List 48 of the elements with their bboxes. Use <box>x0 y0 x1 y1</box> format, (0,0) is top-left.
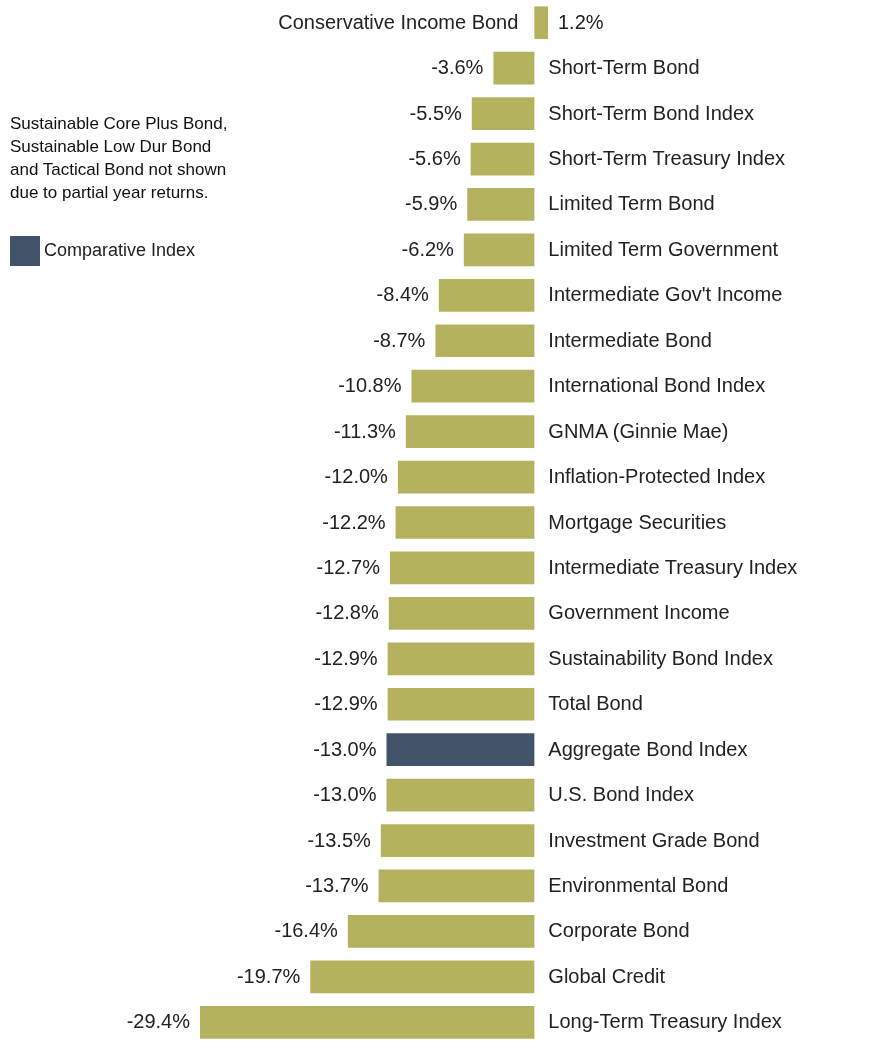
data-label: -11.3% <box>333 419 397 442</box>
y-tick-label: GNMA (Ginnie Mae) <box>548 419 729 442</box>
data-label: -29.4% <box>126 1010 191 1033</box>
legend-label: Comparative Index <box>44 240 196 260</box>
y-tick-label: Environmental Bond <box>548 873 729 896</box>
y-tick-label: Total Bond <box>548 692 643 715</box>
data-label: -13.7% <box>305 873 369 896</box>
y-tick-label: Mortgage Securities <box>548 510 727 533</box>
y-tick-label: International Bond Index <box>548 374 766 397</box>
y-tick-label: Intermediate Gov't Income <box>548 283 783 306</box>
data-label: -12.9% <box>314 646 378 669</box>
y-tick-label: Short-Term Treasury Index <box>548 147 786 170</box>
y-tick-label: Limited Term Bond <box>548 192 715 215</box>
data-label: -12.0% <box>324 465 389 488</box>
data-label: -8.7% <box>373 328 426 351</box>
y-tick-label: Short-Term Bond <box>548 56 700 79</box>
y-tick-label: Intermediate Bond <box>548 328 712 351</box>
data-label: -8.4% <box>376 283 430 306</box>
data-label: -3.6% <box>431 56 484 79</box>
data-label: -12.2% <box>322 510 386 533</box>
data-label: -12.9% <box>314 692 378 715</box>
annotation: Sustainable Core Plus Bond, Sustainable Low Dur Bond and Tactical Bond not shown due to partial year returns. <box>10 114 228 202</box>
data-label: -12.8% <box>315 601 379 624</box>
y-tick-label: Inflation-Protected Index <box>548 465 766 488</box>
y-tick-label: Corporate Bond <box>548 919 690 942</box>
y-tick-label: Long-Term Treasury Index <box>548 1010 782 1033</box>
y-tick-label: Intermediate Treasury Index <box>548 555 798 578</box>
data-label: -5.6% <box>408 147 461 170</box>
y-tick-label: Conservative Income Bond <box>278 10 519 33</box>
data-label: -19.7% <box>236 964 301 987</box>
y-tick-label: Limited Term Government <box>548 237 779 260</box>
data-label: -12.7% <box>316 555 381 578</box>
y-tick-label: Aggregate Bond Index <box>548 737 748 760</box>
data-label: -13.0% <box>313 783 377 806</box>
y-tick-label: U.S. Bond Index <box>548 783 695 806</box>
y-tick-label: Global Credit <box>548 964 666 987</box>
y-tick-label: Investment Grade Bond <box>548 828 760 851</box>
data-label: -13.0% <box>313 737 377 760</box>
y-tick-label: Sustainability Bond Index <box>548 646 773 669</box>
data-label: 1.2% <box>558 10 604 33</box>
data-label: -5.9% <box>405 192 458 215</box>
y-tick-label: Government Income <box>548 601 730 624</box>
data-label: -6.2% <box>401 237 455 260</box>
data-label: -10.8% <box>338 374 402 397</box>
y-tick-label: Short-Term Bond Index <box>548 101 755 124</box>
data-label: -13.5% <box>307 828 372 851</box>
data-label: -16.4% <box>274 919 339 942</box>
data-label: -5.5% <box>409 101 463 124</box>
